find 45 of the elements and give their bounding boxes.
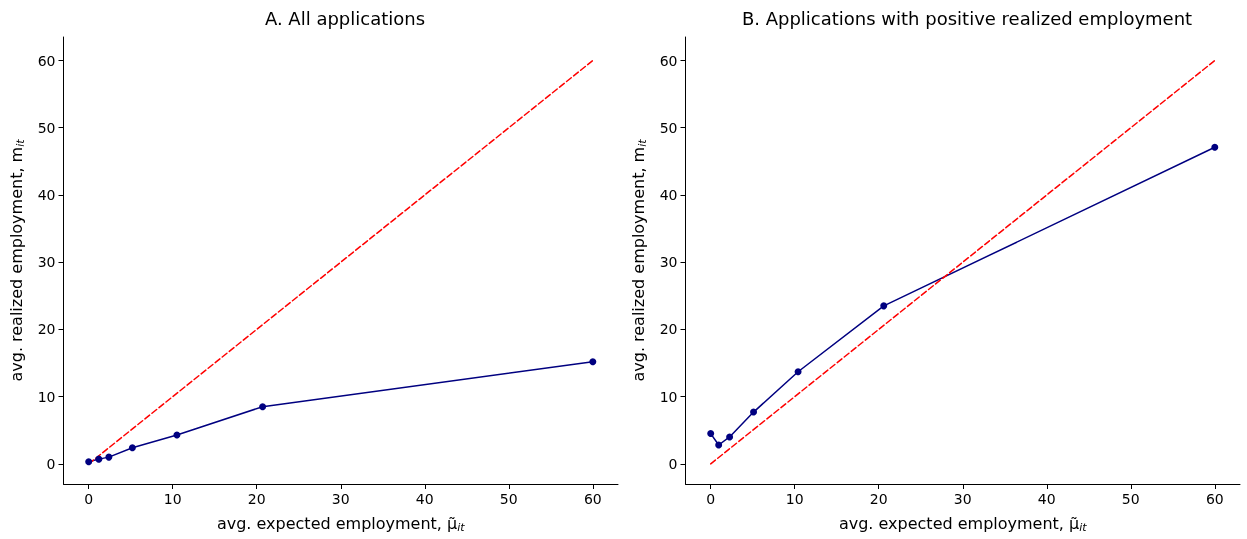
y-tick-label: 30 [659,254,678,271]
point [794,368,802,376]
y-tick-label: 50 [659,119,678,136]
x-tick-label: 10 [163,491,182,507]
point [707,430,715,438]
point [589,358,597,366]
point [85,458,93,466]
point [880,302,888,310]
y-axis-title: avg. realized employment, mit [628,138,649,382]
y-tick-label: 20 [659,321,678,338]
point [259,403,267,411]
point [715,441,723,449]
y-tick-label: 40 [659,186,678,203]
x-tick-label: 20 [869,491,888,507]
y-tick-label: 10 [659,388,678,405]
y-tick-label: 50 [37,119,56,136]
chart-title: B. Applications with positive realized employment [741,7,1193,29]
y-tick-label: 20 [37,321,56,338]
x-tick-label: 60 [583,491,602,507]
x-tick-label: 40 [1037,491,1056,507]
x-tick-label: 20 [247,491,266,507]
x-tick-label: 50 [1121,491,1140,507]
x-tick-label: 0 [706,491,716,507]
x-tick-label: 0 [84,491,94,507]
y-tick-label: 40 [37,186,56,203]
y-tick-label: 0 [668,455,678,472]
point [105,453,113,461]
point [95,455,103,463]
x-tick-label: 10 [785,491,804,507]
y-tick-label: 60 [659,52,678,69]
x-tick-label: 30 [331,491,350,507]
x-tick-label: 40 [415,491,434,507]
chart-title: A. All applications [264,7,426,29]
x-tick-label: 60 [1205,491,1224,507]
x-tick-label: 50 [499,491,518,507]
point [1211,143,1219,151]
point [726,433,734,441]
point [750,408,758,416]
y-axis-title: avg. realized employment, mit [6,138,27,382]
y-tick-label: 10 [37,388,56,405]
y-tick-label: 60 [37,52,56,69]
y-tick-label: 0 [46,455,56,472]
y-tick-label: 30 [37,254,56,271]
x-tick-label: 30 [953,491,972,507]
point [128,444,136,452]
